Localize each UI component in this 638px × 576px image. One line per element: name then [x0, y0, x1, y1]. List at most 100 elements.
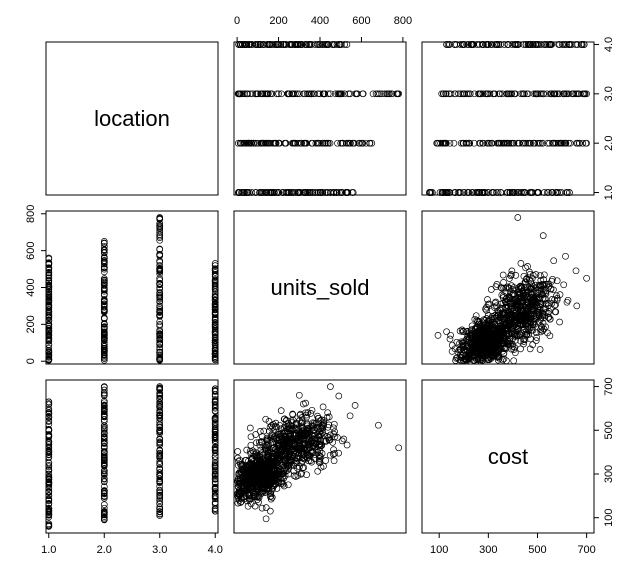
point-4015 [274, 471, 281, 479]
point-2345 [468, 333, 476, 340]
point-4182 [271, 432, 279, 440]
point-525 [236, 139, 244, 147]
point-530 [291, 139, 299, 147]
point-2952 [523, 331, 531, 338]
point-4095 [282, 458, 289, 466]
panel-box-r2-c2 [421, 379, 595, 534]
point-2849 [537, 314, 545, 322]
point-4102 [338, 437, 346, 445]
point-4133 [330, 424, 337, 432]
point-4036 [268, 430, 276, 438]
point-2958 [434, 332, 442, 339]
point-2850 [539, 232, 547, 239]
point-1590 [453, 41, 460, 48]
point-1696 [211, 485, 219, 493]
point-2863 [535, 311, 543, 319]
point-2354 [479, 337, 486, 344]
point-1139 [550, 90, 557, 98]
point-1379 [277, 41, 284, 48]
point-307 [511, 189, 519, 196]
point-390 [45, 500, 53, 507]
point-1486 [211, 319, 219, 326]
point-4195 [297, 445, 305, 453]
point-2895 [506, 298, 514, 306]
point-4159 [258, 439, 265, 446]
point-250 [556, 189, 563, 196]
point-800 [100, 392, 108, 399]
point-3982 [258, 466, 265, 474]
point-1257 [156, 423, 164, 431]
point-391 [45, 450, 53, 458]
point-4179 [301, 445, 308, 453]
point-4121 [262, 470, 270, 478]
point-3644 [238, 489, 246, 497]
point-1258 [156, 441, 164, 449]
point-2606 [490, 340, 497, 347]
point-2893 [515, 290, 523, 297]
point-205 [45, 349, 53, 357]
point-1152 [537, 90, 545, 98]
point-86 [266, 189, 274, 196]
point-230 [529, 189, 537, 196]
point-2944 [519, 320, 527, 328]
point-1373 [235, 41, 242, 48]
point-2916 [497, 284, 505, 291]
point-3908 [298, 459, 305, 467]
point-88 [323, 189, 331, 196]
point-4141 [252, 462, 259, 469]
point-1681 [211, 480, 219, 488]
point-2619 [533, 334, 541, 341]
point-1267 [156, 384, 164, 392]
point-1364 [239, 41, 246, 48]
point-195 [45, 328, 53, 336]
point-4213 [295, 391, 303, 399]
point-1147 [561, 90, 568, 98]
point-399 [45, 454, 53, 461]
point-4046 [326, 451, 334, 459]
point-958 [306, 90, 313, 98]
point-1678 [211, 414, 219, 422]
point-2348 [464, 343, 471, 351]
point-926 [345, 90, 352, 98]
point-4181 [314, 412, 321, 420]
y-tick-label-location-1: 2.0 [603, 136, 615, 151]
point-187 [45, 279, 53, 287]
point-4189 [288, 422, 295, 430]
point-4171 [300, 432, 308, 440]
point-3727 [246, 424, 254, 432]
point-2890 [504, 283, 511, 291]
point-813 [100, 402, 108, 410]
point-529 [281, 139, 289, 147]
point-101 [287, 189, 295, 196]
point-4091 [256, 457, 263, 465]
y-tick-label-location-2: 3.0 [603, 86, 615, 101]
point-961 [337, 90, 345, 98]
point-639 [100, 297, 108, 304]
point-1271 [156, 505, 164, 513]
point-1167 [460, 90, 468, 98]
point-4035 [268, 422, 275, 429]
point-536 [358, 139, 365, 147]
point-419 [45, 523, 53, 530]
point-3719 [308, 406, 316, 414]
point-4201 [278, 447, 286, 455]
point-918 [261, 90, 268, 98]
point-1580 [504, 41, 512, 48]
point-2880 [507, 311, 515, 318]
point-1695 [211, 499, 219, 506]
point-1274 [156, 466, 164, 473]
point-1222 [156, 399, 164, 406]
point-2704 [510, 357, 518, 365]
point-2872 [505, 294, 513, 302]
point-2356 [459, 340, 467, 347]
point-1124 [491, 90, 499, 98]
point-2803 [508, 267, 516, 275]
point-404 [45, 495, 53, 503]
point-1001 [156, 224, 164, 232]
point-4124 [296, 463, 303, 471]
point-428 [45, 413, 53, 421]
point-1382 [308, 41, 316, 48]
point-840 [100, 412, 108, 419]
point-1593 [497, 41, 504, 48]
x-tick-label-units_sold-0: 0 [234, 15, 240, 27]
